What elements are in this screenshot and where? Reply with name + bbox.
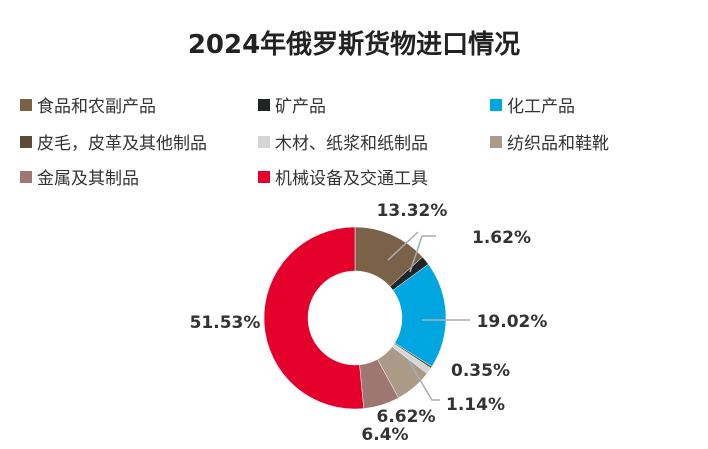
legend-label: 食品和农副产品: [37, 97, 156, 117]
legend-swatch: [258, 170, 270, 183]
legend-swatch: [490, 98, 502, 111]
data-label: 1.14%: [446, 395, 505, 415]
data-label: 6.62%: [377, 407, 436, 427]
legend-swatch: [20, 170, 32, 183]
legend-swatch: [258, 98, 270, 111]
legend-swatch: [20, 98, 32, 111]
legend-item[interactable]: 皮毛，皮革及其他制品: [20, 129, 207, 154]
legend-swatch: [20, 135, 32, 148]
legend-item[interactable]: 化工产品: [490, 92, 575, 117]
data-label: 19.02%: [477, 312, 548, 332]
legend-label: 木材、纸浆和纸制品: [275, 134, 428, 154]
legend-item[interactable]: 机械设备及交通工具: [258, 164, 428, 189]
data-label: 13.32%: [377, 201, 448, 221]
chart-title: 2024年俄罗斯货物进口情况: [187, 30, 521, 60]
data-label: 6.4%: [361, 425, 408, 445]
donut-slice[interactable]: [263, 226, 365, 410]
data-label: 0.35%: [451, 361, 510, 381]
legend-label: 矿产品: [275, 97, 326, 117]
leader-line: [387, 231, 419, 261]
data-label: 1.62%: [472, 228, 531, 248]
legend-label: 纺织品和鞋靴: [507, 134, 609, 154]
leader-line: [409, 235, 436, 273]
leader-line: [407, 359, 440, 401]
data-label: 51.53%: [190, 313, 261, 333]
legend-item[interactable]: 金属及其制品: [20, 164, 139, 189]
legend-item[interactable]: 食品和农副产品: [20, 92, 156, 117]
legend-swatch: [490, 135, 502, 148]
legend-item[interactable]: 矿产品: [258, 92, 326, 117]
legend-label: 皮毛，皮革及其他制品: [37, 134, 207, 154]
legend-swatch: [258, 135, 270, 148]
legend-item[interactable]: 纺织品和鞋靴: [490, 129, 609, 154]
legend-label: 化工产品: [507, 97, 575, 117]
legend-item[interactable]: 木材、纸浆和纸制品: [258, 129, 428, 154]
legend-label: 机械设备及交通工具: [275, 169, 428, 189]
legend-label: 金属及其制品: [37, 169, 139, 189]
